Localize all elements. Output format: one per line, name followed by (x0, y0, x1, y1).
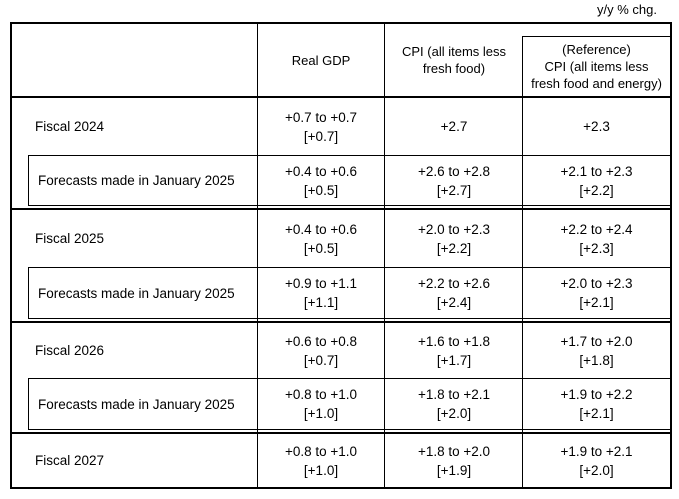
cell-cpi-reference: +2.0 to +2.3 [+2.1] (560, 276, 633, 310)
cell-real-gdp: +0.4 to +0.6 [+0.5] (284, 221, 358, 256)
cell-real-gdp: +0.8 to +1.0 [+1.0] (284, 387, 358, 421)
cell-cpi: +2.2 to +2.6 [+2.4] (417, 276, 491, 310)
column-divider-label-gdp (257, 24, 258, 487)
cell-cpi: +2.6 to +2.8 [+2.7] (417, 163, 491, 198)
outlook-forecast-table: Real GDP CPI (all items less fresh food)… (10, 22, 672, 489)
group-separator (10, 432, 672, 434)
row-divider (28, 267, 672, 268)
group-separator (10, 321, 672, 323)
cell-real-gdp: +0.7 to +0.7 [+0.7] (284, 109, 358, 144)
cell-cpi: +1.8 to +2.1 [+2.0] (417, 387, 491, 421)
cell-cpi: +1.8 to +2.0 [+1.9] (417, 443, 491, 478)
cell-cpi-reference: +1.9 to +2.2 [+2.1] (560, 387, 633, 421)
cell-cpi-reference: +1.7 to +2.0 [+1.8] (560, 333, 633, 368)
forecast-box-left-border (28, 267, 29, 319)
table-border-top (10, 22, 672, 24)
table-border-left (10, 22, 12, 489)
row-divider (28, 429, 672, 430)
row-label-fiscal-2024: Fiscal 2024 (35, 119, 105, 134)
column-divider-gdp-cpi (384, 24, 385, 487)
cell-cpi: +2.7 (440, 119, 468, 134)
cell-real-gdp: +0.4 to +0.6 [+0.5] (284, 163, 358, 198)
cell-cpi-reference: +2.2 to +2.4 [+2.3] (560, 221, 633, 256)
column-divider-cpi-reference (522, 36, 523, 487)
cell-real-gdp: +0.9 to +1.1 [+1.1] (284, 276, 358, 310)
row-label-forecast-jan-2025: Forecasts made in January 2025 (38, 396, 235, 412)
row-label-fiscal-2026: Fiscal 2026 (35, 343, 105, 358)
row-label-fiscal-2025: Fiscal 2025 (35, 231, 105, 246)
cell-cpi: +2.0 to +2.3 [+2.2] (417, 221, 491, 256)
cell-real-gdp: +0.6 to +0.8 [+0.7] (284, 333, 358, 368)
row-label-forecast-jan-2025: Forecasts made in January 2025 (38, 285, 235, 301)
header-bottom-border (10, 96, 672, 98)
reference-box-top-border (522, 36, 670, 37)
forecast-box-left-border (28, 378, 29, 430)
table-border-right (670, 22, 672, 489)
unit-note: y/y % chg. (597, 2, 657, 17)
header-cpi: CPI (all items less fresh food) (401, 44, 507, 76)
row-divider (28, 318, 672, 319)
row-label-fiscal-2027: Fiscal 2027 (35, 453, 105, 468)
cell-cpi: +1.6 to +1.8 [+1.7] (417, 333, 491, 368)
row-divider (28, 155, 672, 156)
cell-cpi-reference: +1.9 to +2.1 [+2.0] (560, 443, 633, 478)
row-divider (28, 205, 672, 206)
row-label-forecast-jan-2025: Forecasts made in January 2025 (38, 173, 235, 188)
group-separator (10, 208, 672, 210)
header-cpi-reference: (Reference) CPI (all items less fresh fo… (531, 42, 662, 91)
cell-cpi-reference: +2.3 (583, 119, 610, 134)
cell-real-gdp: +0.8 to +1.0 [+1.0] (284, 443, 358, 478)
forecast-box-left-border (28, 155, 29, 206)
header-real-gdp: Real GDP (291, 52, 351, 68)
table-border-bottom (10, 487, 672, 489)
cell-cpi-reference: +2.1 to +2.3 [+2.2] (560, 163, 633, 198)
row-divider (28, 378, 672, 379)
